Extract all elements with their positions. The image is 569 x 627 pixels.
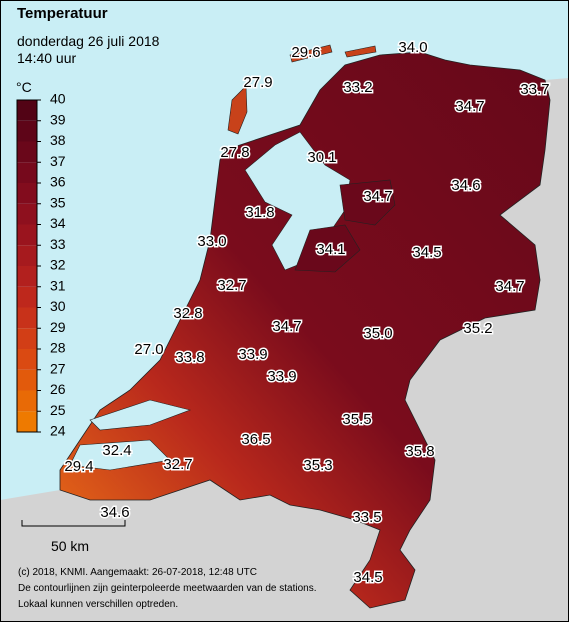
station-value: 33.9 bbox=[238, 346, 267, 363]
station-value: 33.0 bbox=[197, 233, 226, 250]
legend-label: 32 bbox=[50, 257, 66, 273]
legend-label: 30 bbox=[50, 298, 66, 314]
legend-label: 38 bbox=[50, 132, 66, 148]
station-value: 30.1 bbox=[307, 149, 336, 166]
station-value: 34.5 bbox=[412, 244, 441, 261]
station-value: 34.7 bbox=[272, 318, 301, 335]
title: Temperatuur bbox=[17, 5, 108, 22]
station-value: 27.9 bbox=[243, 74, 272, 91]
station-value: 34.5 bbox=[353, 569, 382, 586]
legend-swatch bbox=[17, 183, 37, 204]
station-value: 32.4 bbox=[102, 442, 131, 459]
station-value: 34.1 bbox=[316, 241, 345, 258]
station-value: 35.3 bbox=[303, 457, 332, 474]
legend-swatch bbox=[17, 286, 37, 308]
station-value: 29.6 bbox=[291, 44, 320, 61]
station-value: 36.5 bbox=[241, 431, 270, 448]
station-value: 33.5 bbox=[352, 509, 381, 526]
sea bbox=[0, 0, 569, 500]
station-value: 32.7 bbox=[217, 277, 246, 294]
legend-swatch bbox=[17, 203, 37, 225]
station-value: 33.7 bbox=[520, 81, 549, 98]
footer: (c) 2018, KNMI. Aangemaakt: 26-07-2018, … bbox=[18, 567, 257, 578]
islands bbox=[227, 44, 377, 135]
footer: De contourlijnen zijn geinterpoleerde me… bbox=[18, 583, 317, 594]
station-value: 34.7 bbox=[495, 278, 524, 295]
legend-swatch bbox=[17, 120, 37, 142]
legend-swatch bbox=[17, 162, 37, 183]
station-value: 35.0 bbox=[363, 325, 392, 342]
station-value: 34.0 bbox=[398, 39, 427, 56]
station-value: 33.9 bbox=[267, 368, 296, 385]
scale-bar bbox=[21, 520, 126, 527]
legend-label: 24 bbox=[50, 423, 66, 439]
legend-swatch bbox=[17, 141, 37, 163]
legend-label: 25 bbox=[50, 402, 66, 418]
flevoland bbox=[294, 179, 396, 273]
station-value: 34.6 bbox=[451, 177, 480, 194]
unit: °C bbox=[16, 79, 32, 95]
netherlands bbox=[59, 51, 551, 609]
legend-swatch bbox=[17, 369, 37, 391]
station-value: 35.2 bbox=[463, 320, 492, 337]
legend-swatch bbox=[17, 245, 37, 266]
date: donderdag 26 juli 2018 bbox=[17, 33, 160, 49]
station-value: 32.7 bbox=[163, 456, 192, 473]
legend-label: 36 bbox=[50, 174, 66, 190]
estuaries bbox=[69, 399, 192, 471]
legend-label: 39 bbox=[50, 111, 66, 127]
legend-swatch bbox=[17, 328, 37, 349]
scale-label: 50 km bbox=[51, 538, 89, 554]
station-value: 31.8 bbox=[245, 204, 274, 221]
legend-swatch bbox=[17, 100, 37, 121]
station-value: 32.8 bbox=[173, 305, 202, 322]
station-value: 34.7 bbox=[455, 98, 484, 115]
station-value: 34.7 bbox=[363, 188, 392, 205]
legend-label: 35 bbox=[50, 194, 66, 210]
legend-label: 27 bbox=[50, 360, 66, 376]
time: 14:40 uur bbox=[17, 50, 76, 66]
legend-label: 37 bbox=[50, 153, 66, 169]
station-value: 35.5 bbox=[342, 411, 371, 428]
legend-swatch bbox=[17, 224, 37, 246]
station-value: 29.4 bbox=[64, 458, 93, 475]
legend-label: 28 bbox=[50, 340, 66, 356]
legend-swatch bbox=[17, 411, 37, 432]
station-value: 34.6 bbox=[100, 504, 129, 521]
legend-swatch bbox=[17, 390, 37, 412]
legend-label: 33 bbox=[50, 236, 66, 252]
legend-label: 31 bbox=[50, 277, 66, 293]
footer: Lokaal kunnen verschillen optreden. bbox=[18, 599, 178, 610]
legend-label: 26 bbox=[50, 381, 66, 397]
legend-label: 29 bbox=[50, 319, 66, 335]
legend-swatch bbox=[17, 266, 37, 287]
legend-swatch bbox=[17, 349, 37, 370]
legend-label: 34 bbox=[50, 215, 66, 231]
station-value: 35.8 bbox=[405, 443, 434, 460]
station-value: 27.0 bbox=[134, 341, 163, 358]
legend-swatch bbox=[17, 307, 37, 329]
legend-label: 40 bbox=[50, 91, 66, 107]
station-value: 33.2 bbox=[343, 79, 372, 96]
station-value: 33.8 bbox=[175, 349, 204, 366]
station-value: 27.8 bbox=[220, 144, 249, 161]
